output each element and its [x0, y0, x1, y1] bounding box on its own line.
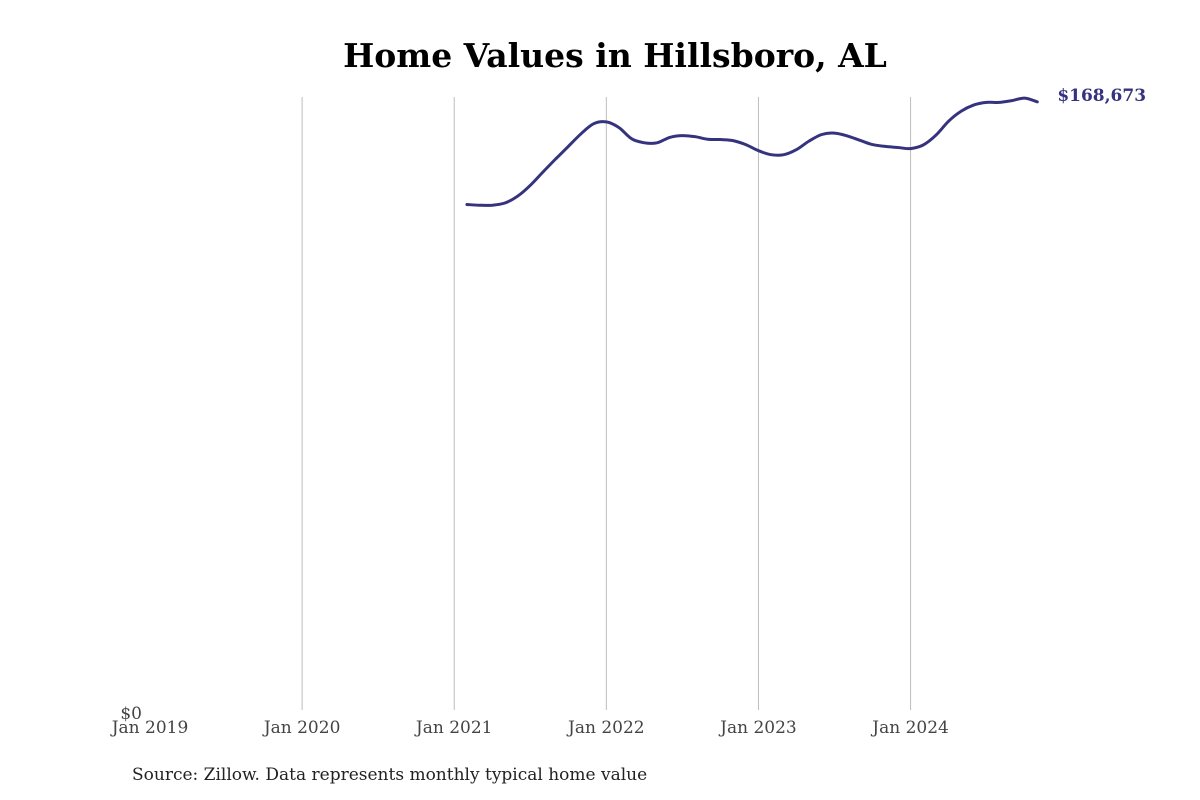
x-tick-label: Jan 2024 — [870, 718, 949, 738]
source-note: Source: Zillow. Data represents monthly … — [132, 765, 648, 785]
x-tick-label: Jan 2020 — [262, 718, 341, 738]
x-tick-label: Jan 2023 — [718, 718, 797, 738]
tick-labels: Jan 2019 Jan 2020 Jan 2021 Jan 2022 Jan 2023… — [110, 86, 1146, 738]
x-tick-label: Jan 2022 — [566, 718, 645, 738]
x-tick-label: Jan 2021 — [414, 718, 493, 738]
series-line-home-value — [465, 96, 1039, 207]
x-tick-label: Jan 2019 — [110, 718, 189, 738]
gridlines — [301, 97, 912, 710]
series-line-group — [465, 96, 1039, 207]
end-value-label: $168,673 — [1057, 86, 1146, 106]
chart-title: Home Values in Hillsboro, AL — [343, 36, 887, 75]
y-tick-label: $0 — [120, 704, 142, 724]
